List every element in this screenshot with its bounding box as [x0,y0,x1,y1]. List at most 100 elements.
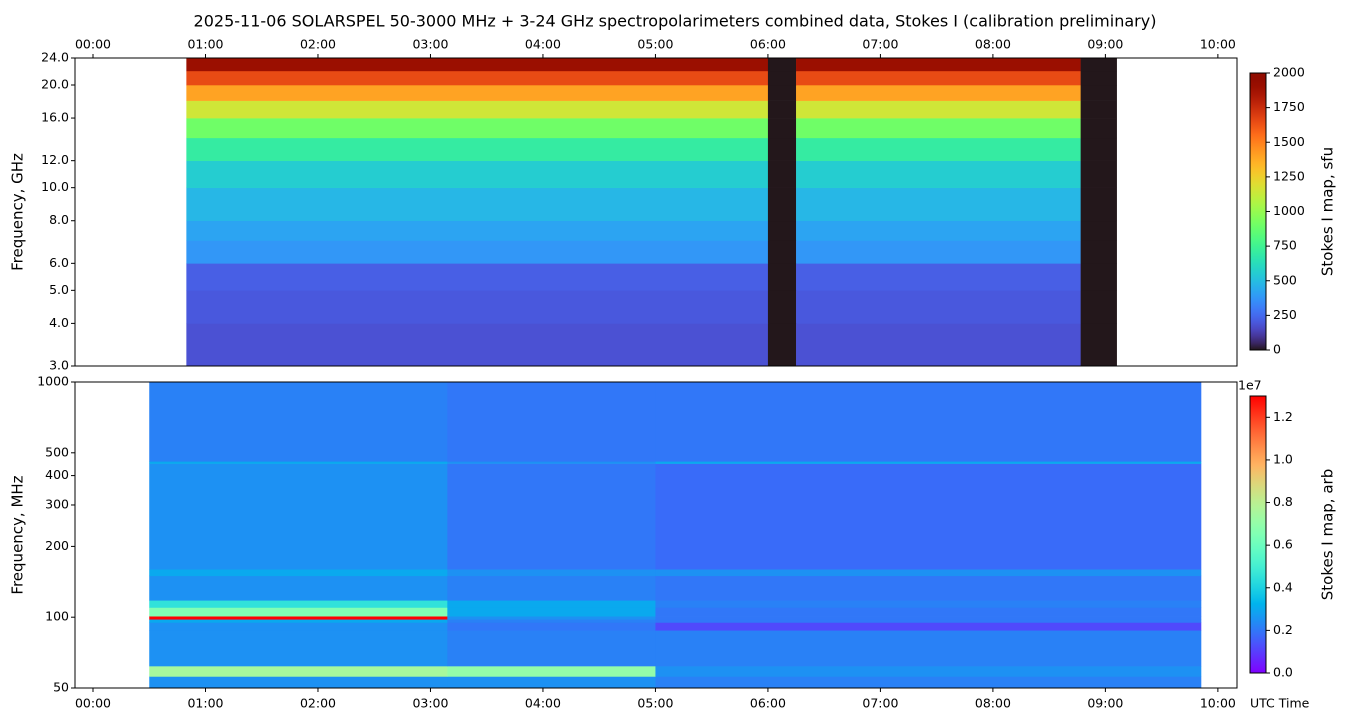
heatmap-cell [1080,323,1117,367]
heatmap-cell [186,118,769,139]
colorbar-tick-label: 500 [1273,272,1297,287]
heatmap-cell [447,569,656,577]
heatmap-cell [1080,290,1117,324]
colorbar-offset-label: 1e7 [1238,378,1262,393]
y-tick-label: 500 [45,444,69,459]
heatmap-cell [149,630,448,667]
heatmap-cell [796,187,1081,222]
y-tick-label: 24.0 [41,50,69,65]
y-tick-label: 6.0 [49,255,69,270]
x-tick-label: 04:00 [525,37,561,52]
heatmap-cell [186,85,769,101]
colorbar-tick-label: 0.8 [1273,494,1293,509]
colorbar-tick-label: 2000 [1273,65,1305,80]
colorbar-tick-label: 1000 [1273,203,1305,218]
x-tick-label: 08:00 [975,37,1011,52]
heatmap-cell [149,622,448,631]
heatmap-cell [655,616,1202,620]
colorbar-label: Stokes I map, sfu [1319,147,1337,276]
heatmap-cell [149,575,448,601]
y-tick-label: 12.0 [41,152,69,167]
colorbar-tick-label: 0.0 [1273,665,1293,680]
heatmap-cell [447,575,656,601]
x-tick-label: 06:00 [750,696,786,711]
x-tick-label: 01:00 [187,696,223,711]
heatmap-cell [767,137,797,161]
colorbar-tick-label: 1500 [1273,134,1305,149]
y-tick-label: 300 [45,496,69,511]
heatmap-cell [1080,240,1117,264]
heatmap-cell [149,600,448,608]
colorbar-tick-label: 1.2 [1273,409,1293,424]
colorbar-tick-label: 1.0 [1273,451,1293,466]
colorbar-label: Stokes I map, arb [1319,469,1337,600]
heatmap-cell [655,622,1202,631]
y-tick-label: 200 [45,538,69,553]
x-axis-label: UTC Time [1250,696,1310,711]
x-tick-label: 00:00 [75,696,111,711]
heatmap-cell [767,70,797,86]
y-tick-label: 5.0 [49,282,69,297]
y-tick-label: 100 [45,609,69,624]
heatmap-cell [796,290,1081,324]
heatmap-cell [1080,187,1117,222]
heatmap-cell [447,676,656,689]
heatmap-cell [796,58,1081,72]
heatmap-cell [655,607,1202,617]
heatmap-cell [186,160,769,188]
heatmap-cell [767,263,797,291]
x-tick-label: 00:00 [75,37,111,52]
heatmap-cell [655,575,1202,601]
heatmap-cell [447,619,656,623]
heatmap-cell [655,382,1202,462]
heatmap-cell [796,323,1081,367]
heatmap-cell [796,220,1081,241]
y-tick-label: 8.0 [49,212,69,227]
heatmap-cell [1080,70,1117,86]
heatmap-cell [149,607,448,617]
x-tick-label: 02:00 [300,696,336,711]
x-tick-label: 02:00 [300,37,336,52]
heatmap-cell [796,70,1081,86]
heatmap-cell [186,290,769,324]
y-tick-label: 400 [45,467,69,482]
heatmap-cell [1080,220,1117,241]
heatmap-cell [149,666,448,677]
heatmap-cell [767,160,797,188]
heatmap-cell [1080,137,1117,161]
heatmap-cell [447,607,656,617]
heatmap-cell [186,100,769,119]
y-tick-label: 20.0 [41,77,69,92]
heatmap-cell [186,58,769,72]
colorbar-tick-label: 0.2 [1273,622,1293,637]
heatmap-cell [767,220,797,241]
colorbar-tick-label: 750 [1273,238,1297,253]
heatmap-cell [149,616,448,620]
heatmap-cell [796,240,1081,264]
heatmap-cell [655,600,1202,608]
x-tick-label: 09:00 [1087,37,1123,52]
heatmap-cell [655,569,1202,577]
y-tick-label: 3.0 [49,358,69,373]
heatmap-cell [447,382,656,462]
heatmap-cell [655,666,1202,677]
heatmap-cell [149,382,448,462]
heatmap-cell [767,187,797,222]
x-tick-label: 06:00 [750,37,786,52]
heatmap-cell [447,616,656,620]
heatmap-cell [1080,118,1117,139]
plot-frame [74,381,1238,689]
heatmap-cell [149,676,448,689]
x-tick-label: 08:00 [975,696,1011,711]
heatmap-cell [767,85,797,101]
heatmap [149,382,1202,689]
heatmap-cell [767,118,797,139]
x-tick-label: 05:00 [637,37,673,52]
y-tick-label: 16.0 [41,110,69,125]
heatmap-cell [149,619,448,623]
heatmap-cell [796,263,1081,291]
x-tick-label: 10:00 [1200,696,1236,711]
heatmap [186,58,1117,367]
x-tick-label: 05:00 [637,696,673,711]
